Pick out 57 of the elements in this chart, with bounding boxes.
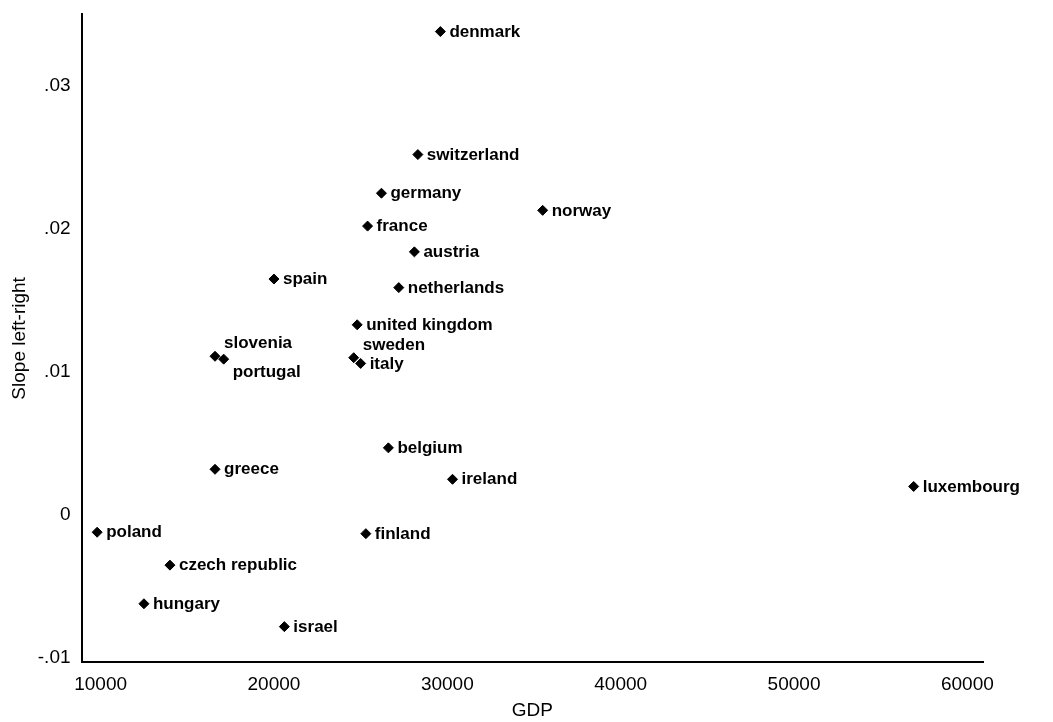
point [412, 149, 424, 161]
y-tick-label: .02 [44, 217, 71, 239]
annotation: spain [282, 269, 328, 289]
point [218, 353, 230, 365]
point [209, 463, 221, 475]
annotation: netherlands [407, 277, 505, 297]
point [393, 282, 405, 294]
point [355, 357, 367, 369]
point [164, 559, 176, 571]
y-tick-label: -.01 [37, 646, 71, 668]
x-axis-title: GDP [511, 698, 553, 720]
annotation: norway [551, 200, 612, 220]
point [348, 352, 360, 364]
point [362, 220, 374, 232]
point [537, 204, 549, 216]
annotation: austria [423, 242, 480, 262]
annotation: slovenia [224, 333, 293, 353]
annotation: germany [390, 183, 462, 203]
point [908, 480, 920, 492]
y-tick-label: 0 [59, 503, 71, 525]
annotation: poland [106, 522, 162, 542]
x-tick-label: 30000 [420, 673, 474, 695]
annotation: hungary [152, 593, 221, 613]
point [268, 273, 280, 285]
annotation: portugal [232, 362, 301, 382]
x-tick-label: 50000 [767, 673, 821, 695]
annotation: denmark [449, 21, 521, 41]
point [91, 526, 103, 538]
annotation: united kingdom [366, 315, 493, 334]
annotation: luxembourg [922, 476, 1020, 496]
x-tick-label: 60000 [940, 673, 994, 695]
y-axis-title: Slope left-right [7, 276, 29, 400]
annotation: sweden [362, 334, 426, 354]
annotation: switzerland [426, 144, 520, 164]
annotation: italy [369, 353, 405, 373]
point [360, 528, 372, 540]
annotation: ireland [461, 469, 518, 489]
annotation: finland [374, 523, 431, 543]
point [434, 26, 446, 38]
point [351, 319, 363, 331]
point [209, 350, 221, 362]
y-tick-label: .03 [44, 74, 71, 96]
x-tick-label: 40000 [594, 673, 648, 695]
annotation: czech republic [178, 555, 298, 575]
y-tick-label: .01 [44, 360, 71, 382]
annotation: israel [293, 616, 338, 636]
annotation: france [376, 216, 428, 236]
point [375, 187, 387, 199]
point [408, 246, 420, 258]
point [138, 598, 150, 610]
x-tick-label: 20000 [247, 673, 301, 695]
annotation: greece [224, 459, 279, 479]
point [278, 621, 290, 633]
annotation: belgium [397, 438, 463, 458]
point [382, 442, 394, 454]
x-tick-label: 10000 [74, 673, 128, 695]
point [447, 473, 459, 485]
